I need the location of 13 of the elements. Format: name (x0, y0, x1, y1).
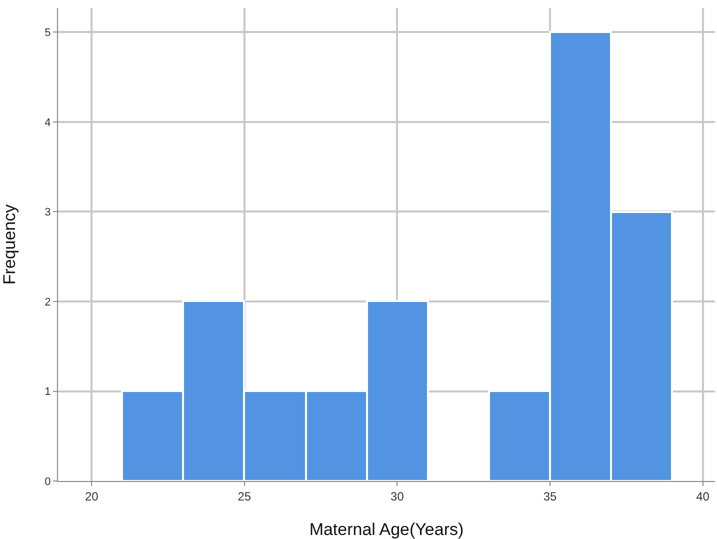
y-tick-label: 4 (44, 116, 51, 129)
y-tick-label: 5 (44, 27, 51, 40)
y-tick-label: 3 (44, 206, 51, 219)
x-tick-label: 40 (696, 489, 710, 504)
x-tick-label: 25 (238, 489, 252, 504)
x-tick-label: 20 (84, 489, 99, 504)
y-tick-label: 1 (44, 386, 51, 398)
y-tick-label: 0 (44, 476, 51, 488)
y-tick-label: 2 (44, 296, 51, 308)
x-tick-label: 35 (543, 489, 557, 504)
x-axis-title: Maternal Age(Years) (309, 520, 464, 539)
x-tick-label: 30 (390, 489, 404, 504)
y-axis-title: Frequency (0, 204, 19, 285)
